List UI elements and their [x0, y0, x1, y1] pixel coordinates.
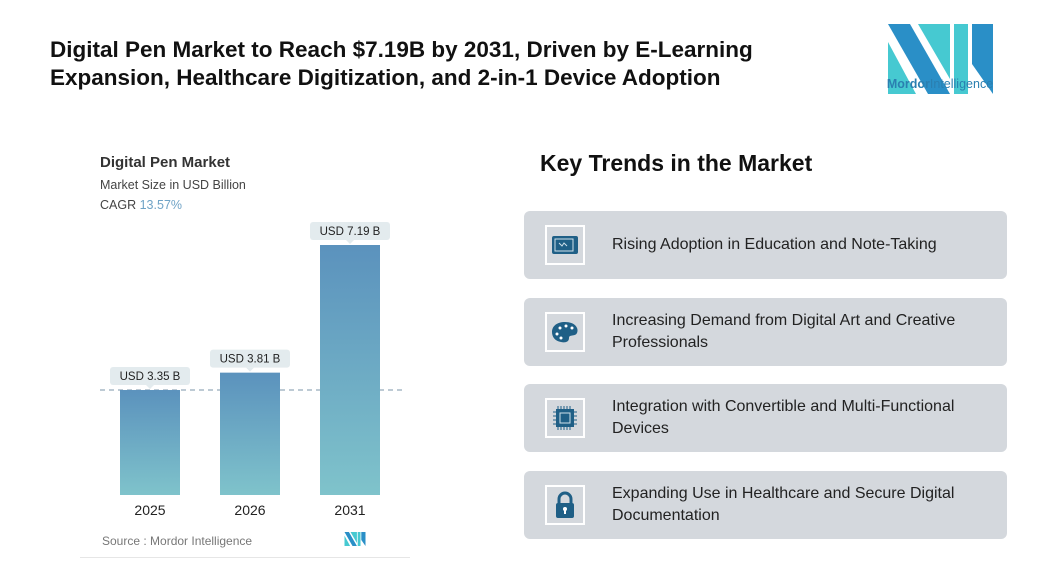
x-tick-label: 2031	[334, 502, 365, 518]
headline: Digital Pen Market to Reach $7.19B by 20…	[50, 37, 753, 90]
data-label-pointer	[246, 367, 254, 372]
data-label: USD 3.35 B	[120, 371, 181, 383]
mini-logo-icon	[344, 532, 366, 546]
bar-2026	[220, 372, 280, 495]
trend-label: Expanding Use in Healthcare and Secure D…	[612, 485, 955, 524]
chart-card: Digital Pen Market Market Size in USD Bi…	[80, 140, 410, 558]
data-label-pill	[110, 367, 190, 386]
bar-plot: USD 3.35 B 2025 USD 3.81 B 2026 USD 7.19 B 20…	[100, 222, 402, 518]
chart-title: Digital Pen Market	[100, 154, 231, 171]
bar-2031	[320, 245, 380, 495]
trend-card: Integration with Convertible and Multi-F…	[524, 384, 1007, 452]
trend-label: Rising Adoption in Education and Note-Ta…	[612, 236, 937, 253]
lock-icon	[547, 487, 583, 523]
trend-label: Integration with Convertible and Multi-F…	[612, 398, 955, 437]
data-label: USD 7.19 B	[320, 226, 381, 238]
cagr: CAGR 13.57%	[100, 198, 183, 212]
data-label-pill	[310, 222, 390, 240]
chip-icon	[547, 400, 583, 436]
logo-text: MordorIntelligence	[886, 77, 994, 91]
tablet-pen-icon	[547, 227, 583, 263]
trend-card: Expanding Use in Healthcare and Secure D…	[524, 471, 1007, 539]
x-tick-label: 2025	[134, 502, 165, 518]
chart-subtitle: Market Size in USD Billion	[100, 178, 246, 192]
chart-source: Source : Mordor Intelligence	[102, 534, 253, 548]
bar-2025	[120, 390, 180, 495]
trend-card: Increasing Demand from Digital Art and C…	[524, 298, 1007, 366]
mordor-logo-icon	[888, 24, 993, 94]
data-label: USD 3.81 B	[220, 354, 281, 366]
data-label-pointer	[346, 240, 354, 244]
palette-icon	[547, 314, 583, 350]
x-tick-label: 2026	[234, 502, 265, 518]
trend-label: Increasing Demand from Digital Art and C…	[612, 312, 956, 351]
trend-card: Rising Adoption in Education and Note-Ta…	[524, 211, 1007, 279]
trends-title: Key Trends in the Market	[540, 150, 813, 176]
data-label-pill	[210, 349, 290, 368]
data-label-pointer	[146, 385, 154, 390]
